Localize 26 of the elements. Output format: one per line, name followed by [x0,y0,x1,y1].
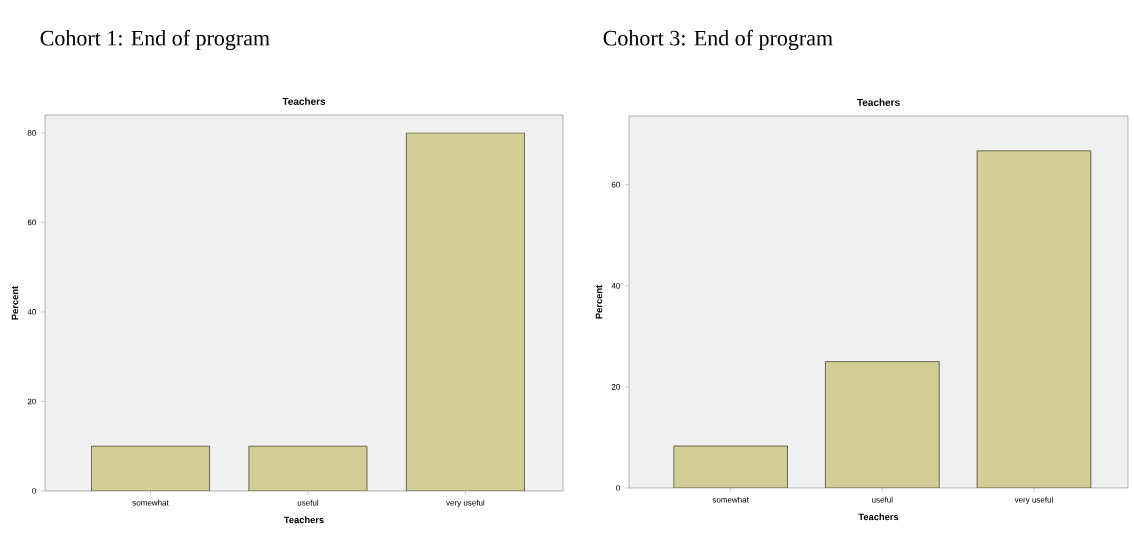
y-tick-label: 20 [27,398,36,405]
bar [976,150,1092,488]
y-tick-label: 40 [611,282,620,289]
x-tick-label: useful [872,496,893,503]
chart-title: Cohort 1: End of program [40,29,270,51]
y-axis-title: Percent [595,284,603,319]
chart-title: Cohort 3: End of program [603,29,833,51]
x-axis-title: Teachers [858,513,899,521]
y-axis-title: Percent [11,285,19,320]
chart-subtitle: Teachers [282,97,326,105]
y-tick-label: 40 [27,309,36,315]
y-tick-label: 0 [616,485,620,491]
y-tick-label: 60 [611,181,620,188]
chart-subtitle: Teachers [857,98,900,106]
bar [673,445,788,488]
x-tick-label: useful [297,499,319,506]
bar [825,361,940,488]
y-tick-label: 0 [32,488,36,494]
y-tick-label: 80 [27,130,36,136]
x-tick-label: very useful [446,499,485,508]
x-tick-label: somewhat [132,499,169,506]
y-tick-label: 60 [27,219,36,226]
x-tick-label: somewhat [712,496,749,503]
x-tick-label: very useful [1014,496,1053,505]
y-tick-label: 20 [611,384,620,390]
x-axis-title: Teachers [283,516,324,524]
